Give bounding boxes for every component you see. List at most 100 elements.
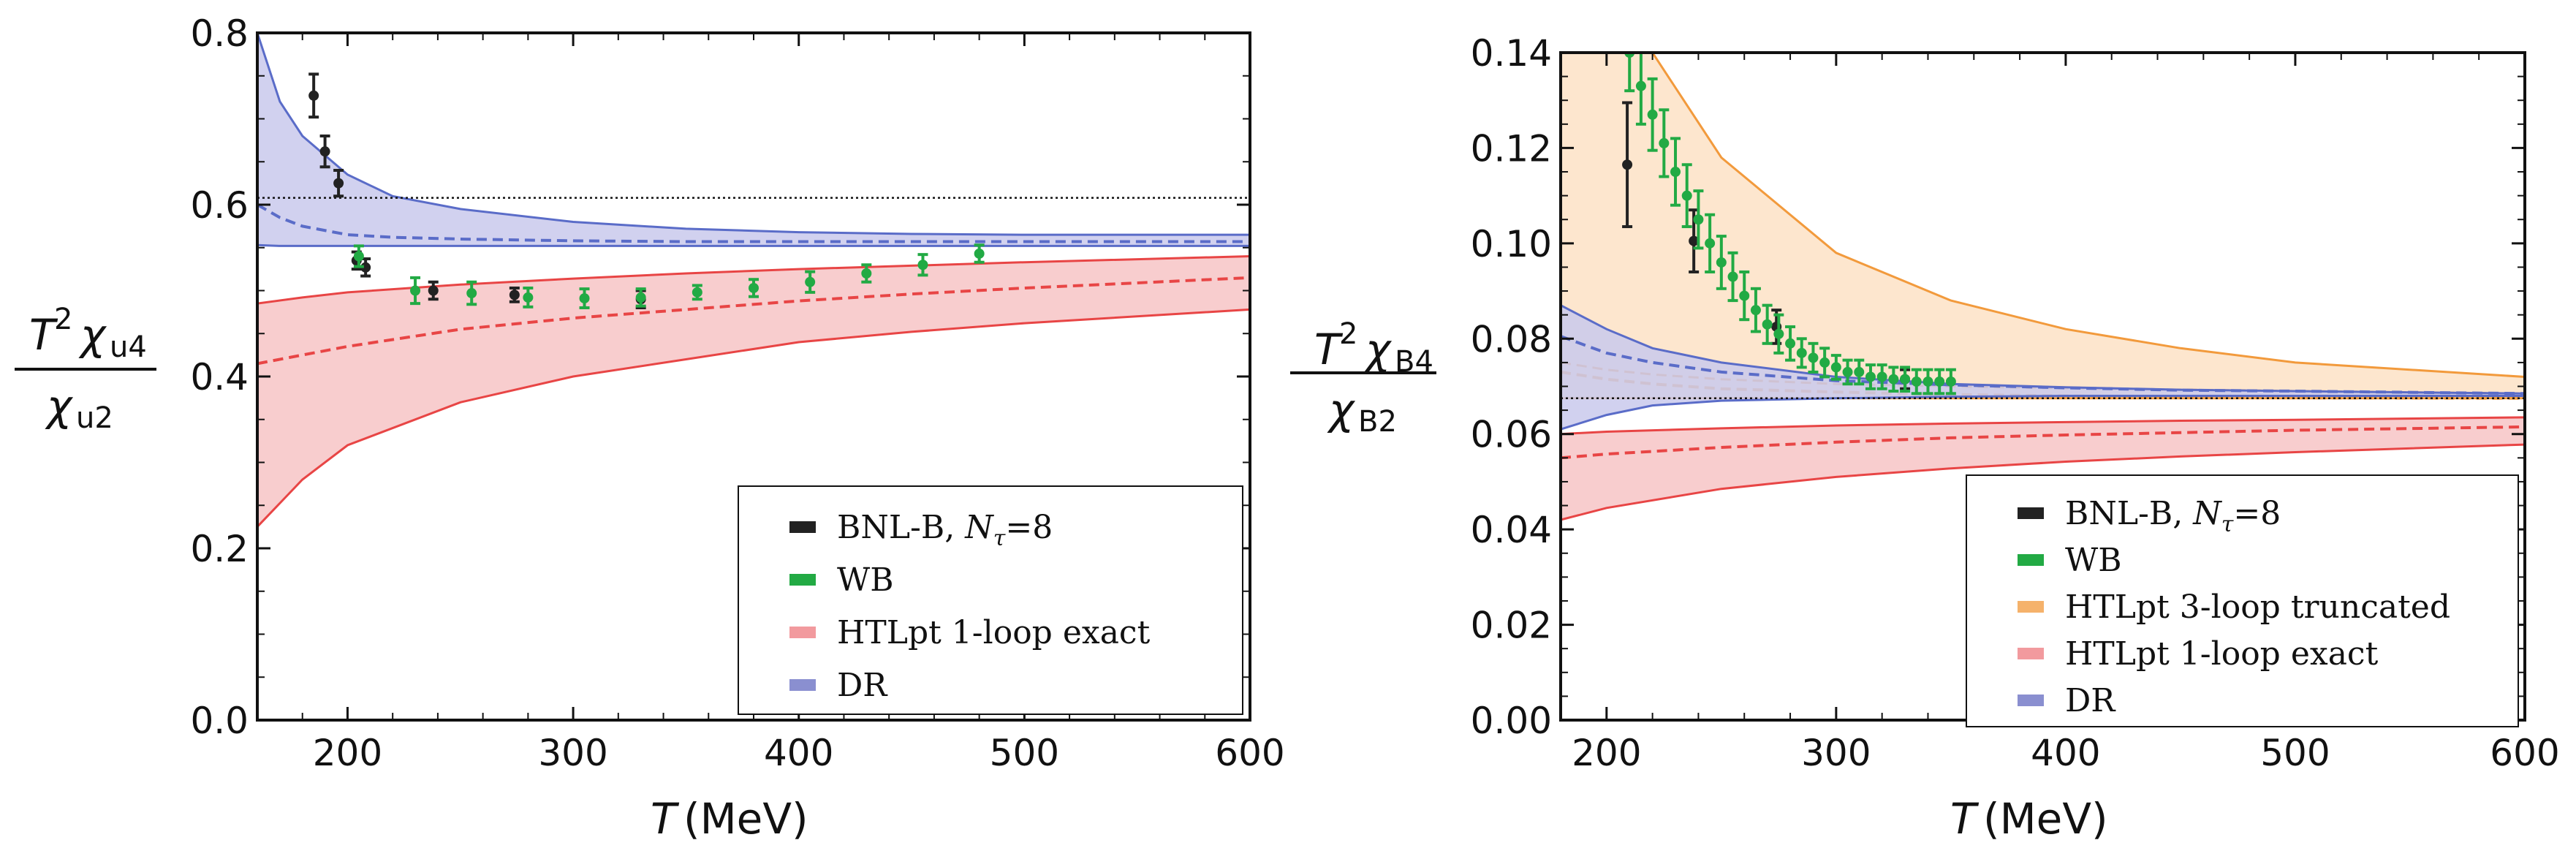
left-x-axis-label: T (MeV) [651, 794, 808, 844]
legend-swatch [789, 521, 816, 533]
legend-swatch [789, 679, 816, 691]
x-tick-label: 400 [764, 732, 833, 774]
data-point-wb [692, 284, 702, 301]
data-point-wb [635, 287, 646, 308]
data-point-wb [1635, 53, 1646, 126]
left-legend: BNL-B, Nτ=8 WB HTLpt 1-loop exact DR [738, 485, 1243, 715]
ylabel-T: T [29, 310, 58, 360]
data-point-wb [1865, 363, 1876, 390]
data-point-bnl-b [333, 169, 344, 198]
data-point-wb [1716, 235, 1727, 290]
band-central-dr [257, 203, 1250, 243]
y-tick-label: 0.12 [1471, 127, 1552, 170]
y-tick-label: 0.08 [1471, 318, 1552, 360]
legend-label: BNL-B, Nτ=8 [837, 509, 1053, 551]
legend-swatch [2018, 554, 2044, 566]
xlabel-var: T [651, 794, 680, 844]
data-point-wb [1750, 287, 1761, 333]
ylabel-sup: 2 [54, 303, 72, 336]
data-point-wb [1762, 303, 1773, 345]
legend-swatch [789, 627, 816, 638]
x-tick-label: 200 [1572, 732, 1641, 774]
ylabel-den-sub: B2 [1358, 405, 1397, 439]
legend-label: HTLpt 1-loop exact [2065, 635, 2379, 673]
data-point-wb [353, 244, 364, 268]
legend-swatch [2018, 695, 2044, 706]
left-y-axis-label: T 2 χ u4 χ u2 [15, 303, 156, 435]
data-point-wb [410, 276, 421, 306]
data-point-wb [805, 270, 816, 294]
y-tick-label: 0.0 [190, 700, 249, 742]
data-point-wb [579, 287, 590, 309]
data-point-wb [1727, 251, 1738, 303]
band-upper-htlpt-3-loop-truncated [1651, 53, 2525, 378]
band-htlpt-3-loop-truncated [1561, 53, 2525, 398]
band-central-htlpt-1-loop-exact [257, 276, 1250, 366]
y-tick-label: 0.02 [1471, 605, 1552, 647]
xlabel-unit: (MeV) [1983, 794, 2108, 844]
ylabel-chi-den: χ [1327, 385, 1356, 434]
ylabel-T: T [1314, 325, 1344, 374]
y-tick-label: 0.8 [190, 12, 249, 55]
data-point-wb [1796, 337, 1807, 369]
legend-label: WB [837, 561, 894, 599]
data-point-wb [974, 243, 985, 264]
legend-label: DR [837, 667, 888, 704]
right-x-axis-label: T (MeV) [1950, 794, 2108, 844]
legend-label: HTLpt 1-loop exact [837, 614, 1151, 651]
ylabel-chi-den: χ [45, 381, 74, 431]
legend-box [738, 485, 1243, 715]
right-points [1622, 53, 1956, 396]
legend-box [1966, 474, 2519, 727]
data-point-wb [1911, 368, 1922, 396]
data-point-wb [861, 263, 872, 284]
data-point-wb [1888, 366, 1899, 393]
data-point-wb [1830, 354, 1841, 381]
data-point-wb [1819, 347, 1830, 379]
y-tick-label: 0.6 [190, 184, 249, 227]
data-point-wb [1647, 77, 1658, 152]
data-point-wb [523, 286, 534, 309]
left-panel: 200 300 400 500 600 0.0 0.2 0.4 0.6 0.8 BNL-B, Nτ… [15, 12, 1285, 844]
x-tick-label: 300 [538, 732, 607, 774]
right-panel: 200 300 400 500 600 0.00 0.02 0.04 0.06 0.08 0.10 0… [1290, 32, 2560, 844]
y-tick-label: 0.00 [1471, 700, 1552, 742]
data-point-wb [1934, 368, 1945, 396]
x-tick-label: 400 [2031, 732, 2100, 774]
data-point-wb [1854, 358, 1865, 386]
left-points [308, 72, 985, 309]
data-point-wb [466, 280, 477, 306]
band-upper-dr [257, 33, 1250, 236]
right-ticks: 200 300 400 500 600 0.00 0.02 0.04 0.06 0.08 0.10 0… [1471, 32, 2560, 774]
data-point-wb [1693, 189, 1704, 250]
data-point-bnl-b [428, 280, 439, 301]
y-tick-label: 0.04 [1471, 509, 1552, 551]
band-upper-htlpt-1-loop-exact [257, 255, 1250, 305]
ylabel-num-sub: u4 [110, 330, 147, 364]
legend-swatch [2018, 601, 2044, 613]
data-point-wb [1773, 313, 1784, 355]
data-point-bnl-b [319, 135, 330, 169]
ylabel-sup: 2 [1339, 317, 1357, 351]
band-central-htlpt-1-loop-exact [1561, 425, 2525, 460]
legend-label: WB [2065, 542, 2122, 579]
xlabel-unit: (MeV) [683, 794, 808, 844]
right-legend: BNL-B, Nτ=8 WB HTLpt 3-loop truncated HTLpt… [1966, 474, 2519, 727]
y-tick-label: 0.4 [190, 356, 249, 398]
band-lower-htlpt-1-loop-exact [257, 308, 1250, 528]
data-point-wb [1842, 358, 1853, 386]
data-point-wb [1945, 368, 1956, 396]
ylabel-den-sub: u2 [76, 401, 113, 435]
legend-label: BNL-B, Nτ=8 [2065, 495, 2281, 537]
band-upper-htlpt-1-loop-exact [1561, 416, 2525, 436]
legend-label: DR [2065, 682, 2116, 719]
right-y-axis-label: T 2 χ B4 χ B2 [1290, 317, 1436, 439]
data-point-wb [749, 278, 759, 298]
y-tick-label: 0.2 [190, 528, 249, 570]
data-point-wb [1808, 341, 1819, 374]
legend-swatch [2018, 507, 2044, 519]
band-lower-dr [257, 243, 1250, 247]
y-tick-label: 0.14 [1471, 32, 1552, 75]
x-tick-label: 600 [1215, 732, 1284, 774]
band-lower-htlpt-1-loop-exact [1561, 443, 2525, 521]
